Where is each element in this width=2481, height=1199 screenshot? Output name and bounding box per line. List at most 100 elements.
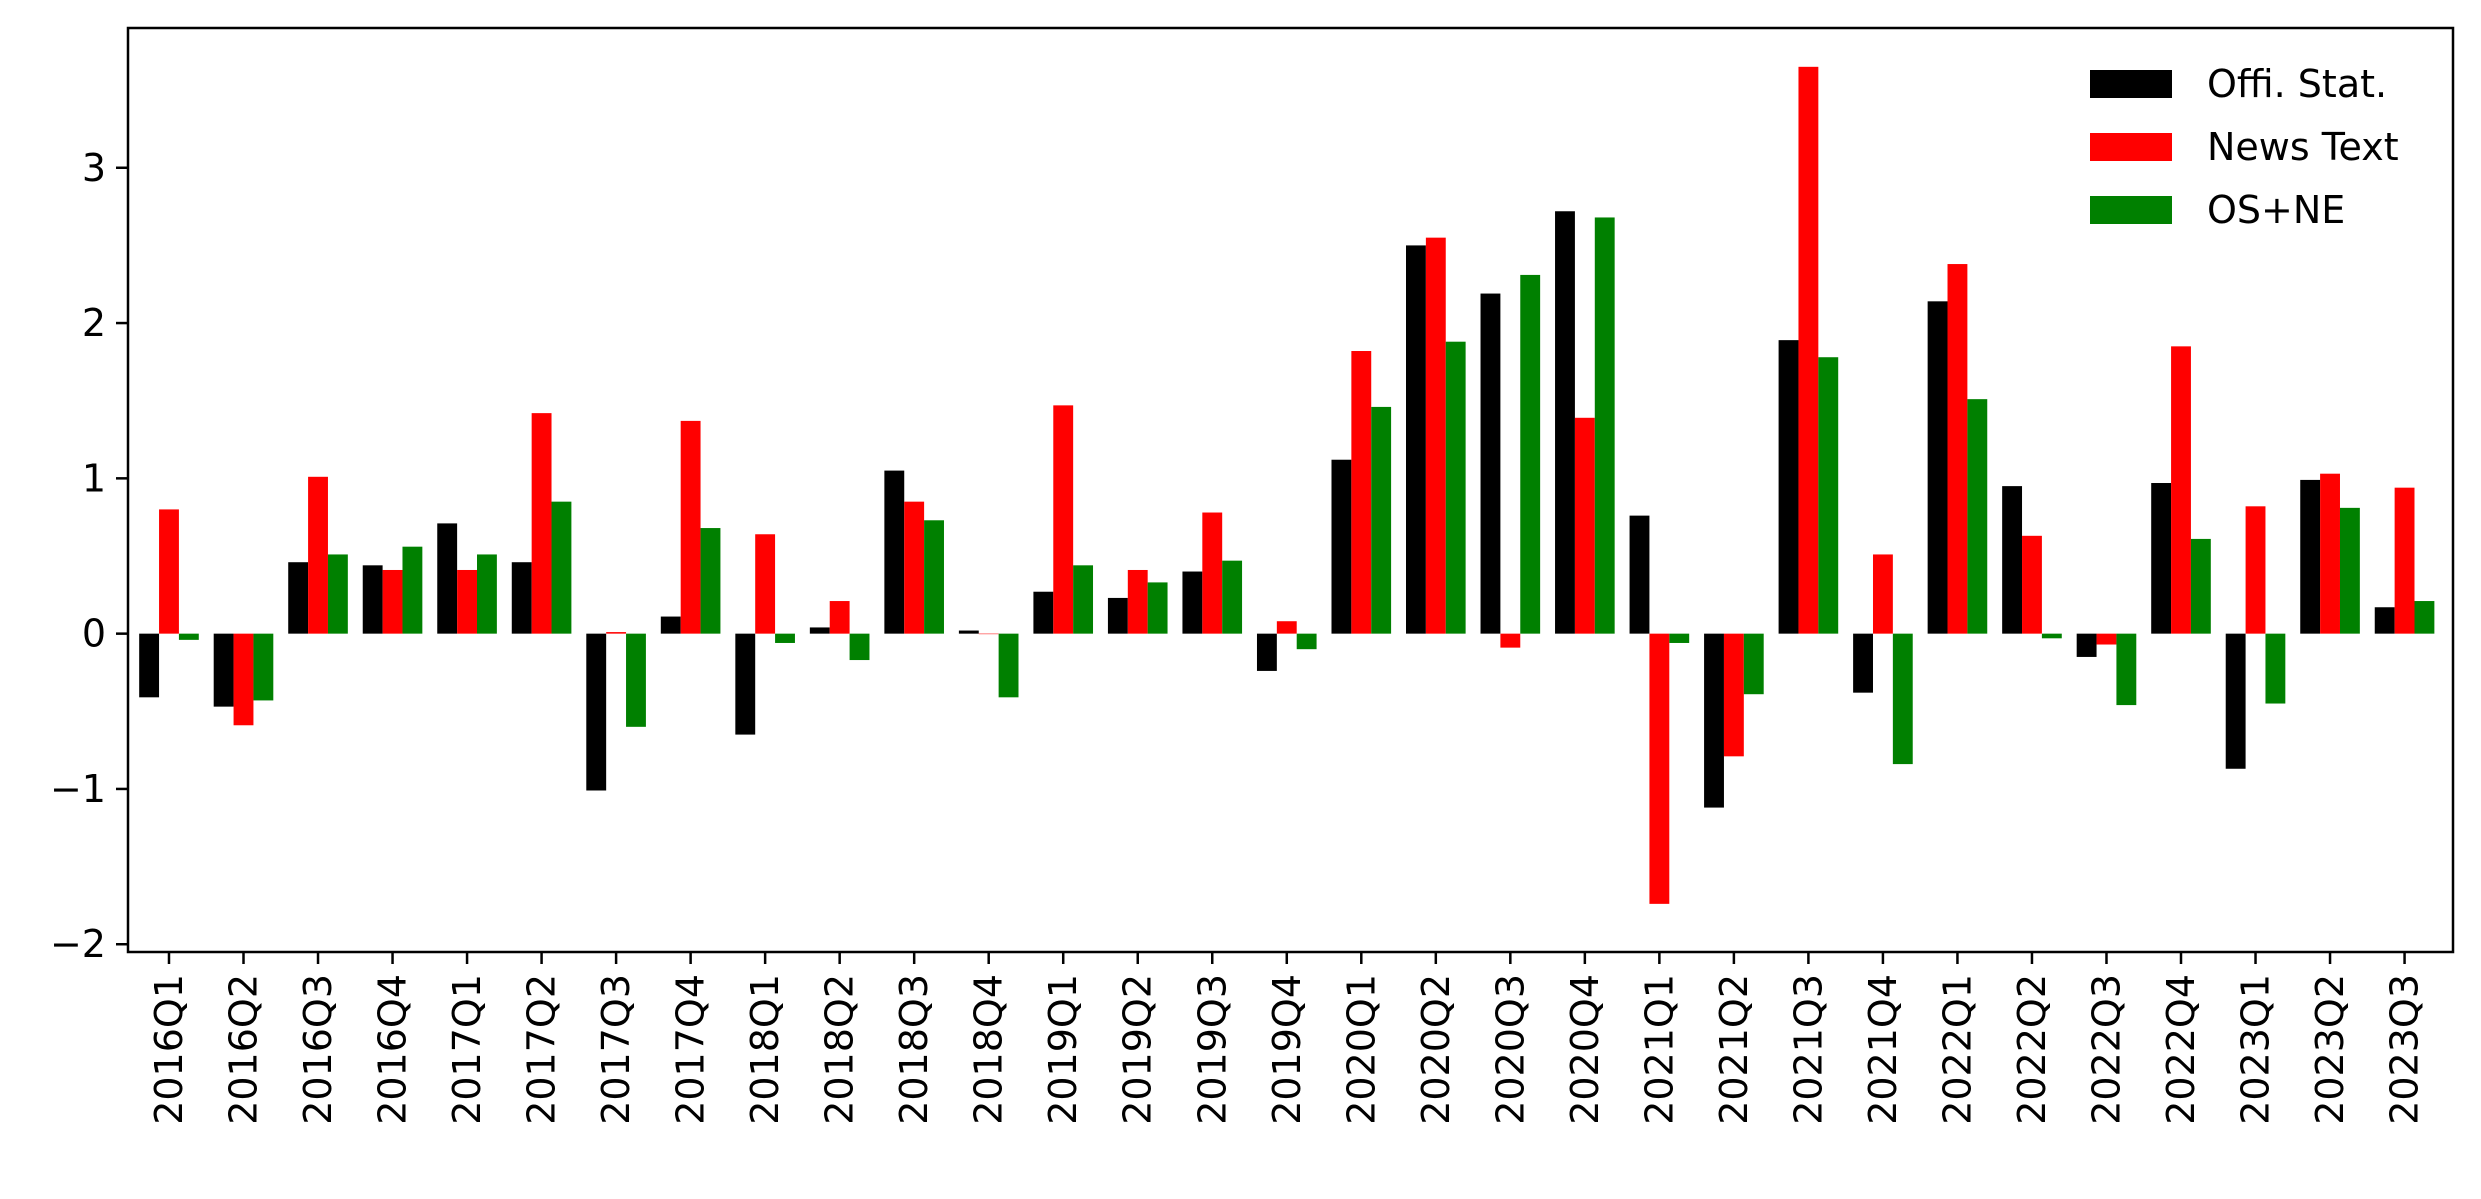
bar-os-ne-2017q2 — [551, 501, 572, 634]
bar-os-ne-2017q1 — [477, 554, 497, 634]
legend-label: News Text — [2207, 125, 2399, 169]
bar-os-ne-2023q3 — [2414, 601, 2435, 634]
bar-news-text-2016q1 — [159, 509, 179, 634]
bar-news-text-2018q2 — [829, 601, 850, 634]
bar-offi-stat-2016q1 — [139, 633, 160, 698]
bar-os-ne-2018q3 — [924, 520, 944, 634]
bar-offi-stat-2022q4 — [2151, 483, 2172, 634]
bar-os-ne-2019q1 — [1073, 565, 1094, 634]
bar-offi-stat-2021q4 — [1853, 633, 1873, 693]
bar-os-ne-2019q3 — [1222, 560, 1243, 634]
x-tick-label: 2022Q3 — [2084, 974, 2128, 1125]
bar-news-text-2016q3 — [308, 476, 328, 634]
x-tick-label: 2017Q4 — [669, 974, 713, 1125]
bar-offi-stat-2018q4 — [958, 630, 979, 634]
plot-frame — [126, 26, 2455, 954]
bar-os-ne-2019q2 — [1147, 582, 1168, 634]
bar-news-text-2019q2 — [1127, 569, 1148, 634]
x-tick-label: 2019Q4 — [1265, 974, 1309, 1125]
bar-offi-stat-2023q1 — [2225, 633, 2246, 769]
x-tick-label: 2018Q1 — [743, 974, 787, 1125]
x-tick-label: 2018Q4 — [967, 974, 1011, 1125]
bar-offi-stat-2022q2 — [2002, 486, 2023, 634]
bar-news-text-2023q2 — [2320, 473, 2340, 634]
bar-offi-stat-2021q1 — [1629, 515, 1650, 634]
bar-os-ne-2018q4 — [998, 633, 1019, 698]
bar-os-ne-2022q2 — [2041, 633, 2062, 639]
bar-offi-stat-2016q3 — [288, 562, 309, 634]
x-tick-label: 2021Q2 — [1712, 974, 1756, 1125]
bar-news-text-2017q3 — [606, 632, 627, 634]
bar-offi-stat-2019q3 — [1182, 571, 1203, 634]
x-tick-label: 2018Q2 — [818, 974, 862, 1125]
bar-news-text-2019q3 — [1202, 512, 1223, 634]
bar-offi-stat-2021q2 — [1704, 633, 1724, 808]
bar-offi-stat-2016q2 — [213, 633, 234, 707]
legend-swatch — [2090, 133, 2172, 161]
bar-offi-stat-2019q2 — [1107, 597, 1128, 634]
x-tick-label: 2022Q1 — [1935, 974, 1979, 1125]
bar-news-text-2023q1 — [2245, 506, 2266, 634]
bar-os-ne-2017q3 — [626, 633, 646, 727]
bar-os-ne-2016q1 — [178, 633, 199, 640]
bar-offi-stat-2020q1 — [1331, 459, 1352, 634]
bars-layer — [139, 66, 2435, 904]
bar-os-ne-2020q2 — [1445, 341, 1466, 634]
x-tick-label: 2017Q2 — [520, 974, 564, 1125]
bar-os-ne-2020q1 — [1371, 406, 1392, 634]
x-tick-label: 2016Q4 — [371, 974, 415, 1125]
bar-os-ne-2022q3 — [2116, 633, 2137, 706]
bar-news-text-2019q4 — [1276, 621, 1297, 634]
y-tick-label: 2 — [82, 301, 106, 345]
bar-news-text-2018q4 — [978, 633, 999, 635]
bar-os-ne-2023q2 — [2339, 507, 2360, 634]
bar-news-text-2020q3 — [1500, 633, 1521, 648]
x-tick-label: 2022Q4 — [2159, 974, 2203, 1125]
bar-news-text-2017q4 — [680, 420, 701, 634]
y-tick-label: 3 — [82, 146, 106, 190]
bar-os-ne-2017q4 — [700, 528, 721, 634]
bar-offi-stat-2017q3 — [586, 633, 607, 791]
bar-offi-stat-2020q3 — [1480, 293, 1501, 634]
bar-news-text-2021q2 — [1723, 633, 1744, 757]
bar-offi-stat-2016q4 — [362, 565, 383, 634]
bar-news-text-2016q4 — [382, 569, 403, 634]
bar-offi-stat-2017q1 — [437, 523, 458, 634]
legend-label: Offi. Stat. — [2207, 62, 2387, 106]
bar-news-text-2018q3 — [904, 501, 925, 634]
bar-news-text-2018q1 — [755, 534, 776, 634]
bar-offi-stat-2020q2 — [1406, 245, 1426, 634]
bar-offi-stat-2022q1 — [1927, 301, 1948, 634]
x-tick-label: 2023Q3 — [2383, 974, 2427, 1125]
x-tick-label: 2021Q1 — [1637, 974, 1681, 1125]
bar-news-text-2017q2 — [531, 413, 552, 634]
bar-offi-stat-2018q1 — [735, 633, 756, 735]
bar-offi-stat-2023q2 — [2300, 479, 2321, 634]
bar-os-ne-2021q4 — [1892, 633, 1913, 765]
x-tick-label: 2021Q4 — [1861, 974, 1905, 1125]
x-tick-label: 2020Q3 — [1488, 974, 1532, 1125]
legend-swatch — [2090, 70, 2172, 98]
bar-news-text-2020q4 — [1574, 417, 1595, 634]
bar-offi-stat-2018q3 — [884, 470, 905, 634]
x-tick-label: 2020Q1 — [1339, 974, 1383, 1125]
bar-os-ne-2022q4 — [2190, 538, 2211, 634]
bar-os-ne-2021q1 — [1669, 633, 1690, 643]
bar-os-ne-2018q2 — [849, 633, 870, 661]
x-tick-label: 2020Q4 — [1563, 974, 1607, 1125]
bar-os-ne-2018q1 — [775, 633, 795, 643]
y-tick-label: 0 — [82, 612, 106, 656]
bar-news-text-2022q4 — [2171, 346, 2191, 634]
y-axis: −2 −1 0 1 2 3 — [50, 146, 128, 966]
bar-offi-stat-2017q4 — [660, 616, 681, 634]
bar-os-ne-2022q1 — [1967, 399, 1988, 634]
x-tick-label: 2018Q3 — [892, 974, 936, 1125]
bar-news-text-2020q2 — [1425, 237, 1446, 634]
bar-news-text-2021q3 — [1798, 66, 1819, 634]
x-tick-label: 2021Q3 — [1786, 974, 1830, 1125]
bar-os-ne-2019q4 — [1296, 633, 1317, 650]
x-tick-label: 2020Q2 — [1414, 974, 1458, 1125]
bar-news-text-2019q1 — [1053, 405, 1074, 634]
